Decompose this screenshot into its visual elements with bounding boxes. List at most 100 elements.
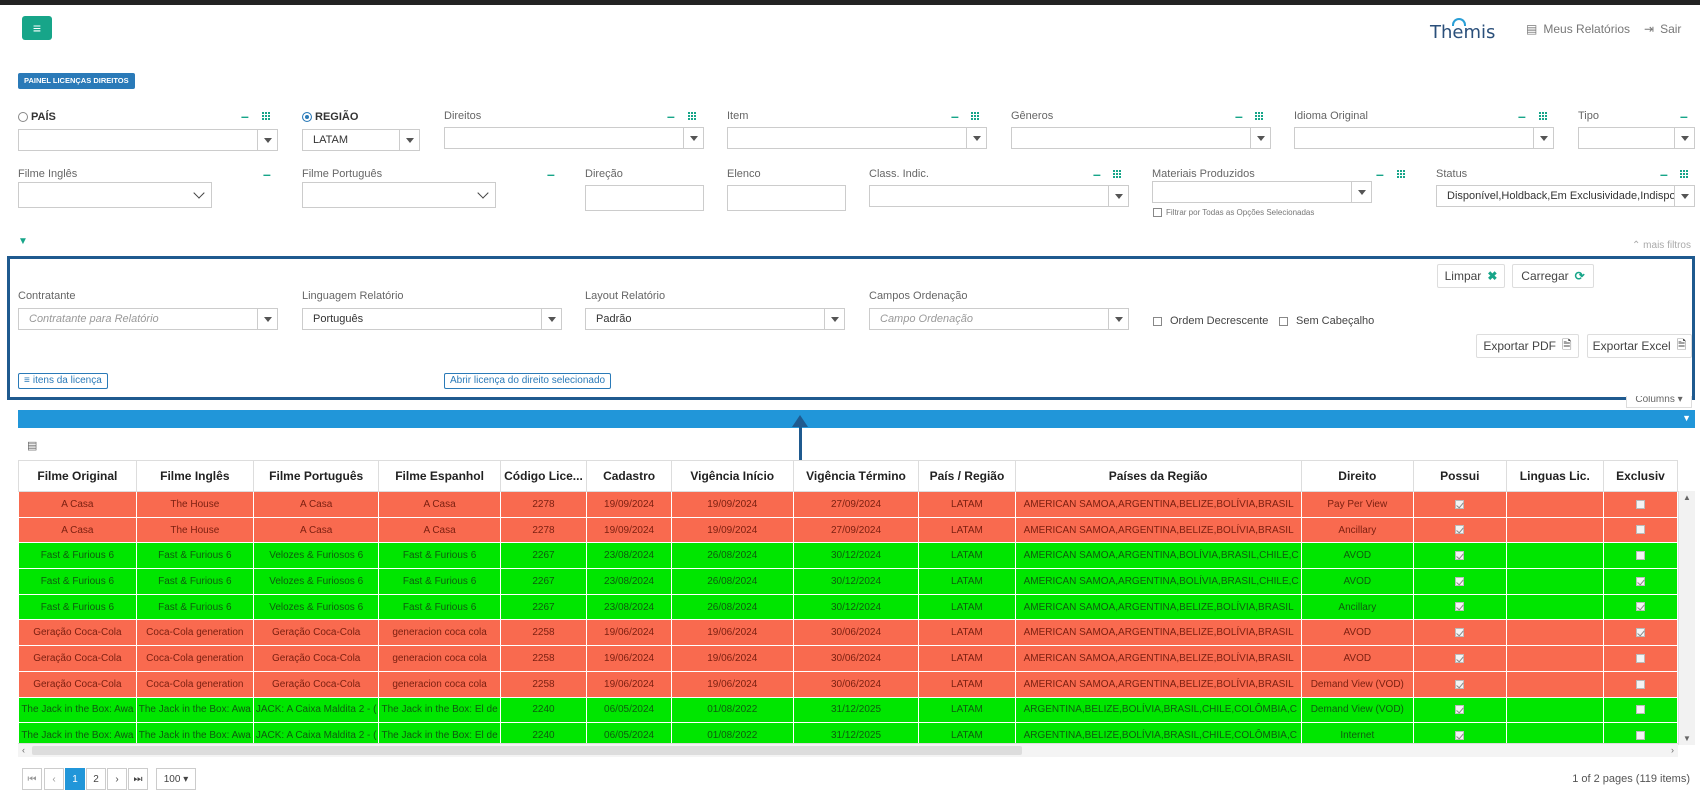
limpar-button[interactable]: Limpar ✖ [1437, 264, 1505, 288]
status-remove-icon[interactable]: – [1660, 166, 1668, 182]
caret-down-icon[interactable]: ▼ [1682, 413, 1691, 423]
class-indic-select[interactable] [869, 185, 1129, 207]
vertical-scrollbar[interactable]: ▲ ▼ [1678, 491, 1695, 745]
idioma-remove-icon[interactable]: – [1518, 108, 1526, 124]
possui-checkbox[interactable] [1455, 525, 1465, 535]
table-row[interactable]: Fast & Furious 6 Fast & Furious 6 Velozes … [18, 593, 1678, 621]
carregar-button[interactable]: Carregar ⟳ [1512, 264, 1594, 288]
column-header[interactable]: Vigência Término [792, 460, 920, 492]
possui-checkbox[interactable] [1455, 653, 1465, 663]
materiais-grid-icon[interactable] [1397, 170, 1406, 179]
column-header[interactable]: Filme Português [252, 460, 380, 492]
materiais-remove-icon[interactable]: – [1376, 166, 1384, 182]
last-page-button[interactable]: ⏭ [128, 768, 148, 790]
sem-cabecalho-checkbox[interactable]: Sem Cabeçalho [1279, 315, 1374, 327]
filme-portugues-select[interactable] [302, 182, 496, 208]
exclusiv-checkbox[interactable] [1635, 730, 1645, 740]
status-select[interactable]: Disponível,Holdback,Em Exclusividade,Ind… [1436, 185, 1695, 207]
item-select[interactable] [727, 127, 987, 149]
possui-checkbox[interactable] [1455, 602, 1465, 612]
column-header[interactable]: Linguas Lic. [1505, 460, 1604, 492]
idioma-select[interactable] [1294, 127, 1554, 149]
possui-checkbox[interactable] [1455, 551, 1465, 561]
regiao-select[interactable]: LATAM [302, 129, 420, 151]
contratante-select[interactable]: Contratante para Relatório [18, 308, 278, 330]
exclusiv-checkbox[interactable] [1635, 551, 1645, 561]
pais-remove-icon[interactable]: – [241, 108, 249, 124]
regiao-radio[interactable]: REGIÃO [302, 111, 358, 123]
tipo-remove-icon[interactable]: – [1680, 108, 1688, 124]
elenco-input[interactable] [727, 185, 846, 211]
linguagem-select[interactable]: Português [302, 308, 562, 330]
possui-checkbox[interactable] [1455, 576, 1465, 586]
columns-button[interactable]: Columns ▾ [1626, 396, 1692, 408]
possui-checkbox[interactable] [1455, 628, 1465, 638]
exportar-pdf-button[interactable]: Exportar PDF 🗎 [1476, 334, 1579, 358]
column-header[interactable]: Filme Inglês [135, 460, 254, 492]
prev-page-button[interactable]: ‹ [44, 768, 64, 790]
direitos-select[interactable] [444, 127, 704, 149]
generos-select[interactable] [1011, 127, 1271, 149]
exclusiv-checkbox[interactable] [1635, 499, 1645, 509]
table-row[interactable]: The Jack in the Box: Awa The Jack in the … [18, 696, 1678, 724]
exclusiv-checkbox[interactable] [1635, 628, 1645, 638]
item-grid-icon[interactable] [971, 112, 980, 121]
exclusiv-checkbox[interactable] [1635, 525, 1645, 535]
layout-select[interactable]: Padrão [585, 308, 845, 330]
abrir-licenca-button[interactable]: Abrir licença do direito selecionado [444, 373, 612, 389]
table-row[interactable]: A Casa The House A Casa A Casa 2278 19/09/202… [18, 516, 1678, 544]
direcao-input[interactable] [585, 185, 704, 211]
possui-checkbox[interactable] [1455, 705, 1465, 715]
column-header[interactable]: Exclusiv [1602, 460, 1678, 492]
column-header[interactable]: Código Lice... [499, 460, 588, 492]
table-row[interactable]: Fast & Furious 6 Fast & Furious 6 Velozes … [18, 568, 1678, 595]
possui-checkbox[interactable] [1455, 499, 1465, 509]
column-header[interactable]: País / Região [918, 460, 1016, 492]
first-page-button[interactable]: ⏮ [22, 768, 42, 790]
menu-button[interactable]: ≡ [22, 16, 52, 40]
table-row[interactable]: Geração Coca-Cola Coca-Cola generation Ger… [18, 619, 1678, 647]
materiais-select[interactable] [1152, 181, 1372, 203]
filter-icon[interactable]: ▼ [18, 236, 28, 247]
filme-ingles-remove-icon[interactable]: – [263, 166, 271, 182]
excel-export-icon[interactable]: ▤ [27, 440, 38, 452]
table-row[interactable]: Geração Coca-Cola Coca-Cola generation Ger… [18, 645, 1678, 672]
pais-grid-icon[interactable] [262, 112, 271, 121]
table-row[interactable]: A Casa The House A Casa A Casa 2278 19/09/202… [18, 491, 1678, 518]
generos-remove-icon[interactable]: – [1235, 108, 1243, 124]
table-row[interactable]: The Jack in the Box: Awa The Jack in the … [18, 722, 1678, 743]
column-header[interactable]: Possui [1412, 460, 1507, 492]
column-header[interactable]: Direito [1300, 460, 1414, 492]
mais-filtros-link[interactable]: ⌃ mais filtros [1632, 240, 1691, 251]
tipo-select[interactable] [1578, 127, 1695, 149]
column-header[interactable]: Países da Região [1014, 460, 1302, 492]
itens-licenca-button[interactable]: ≡ itens da licença [18, 373, 108, 389]
page-2-button[interactable]: 2 [86, 768, 106, 790]
exclusiv-checkbox[interactable] [1635, 602, 1645, 612]
possui-checkbox[interactable] [1455, 679, 1465, 689]
sair-link[interactable]: ⇥ Sair [1644, 22, 1682, 36]
item-remove-icon[interactable]: – [951, 108, 959, 124]
column-header[interactable]: Vigência Início [670, 460, 794, 492]
possui-checkbox[interactable] [1455, 730, 1465, 740]
filme-portugues-remove-icon[interactable]: – [547, 166, 555, 182]
idioma-grid-icon[interactable] [1539, 112, 1548, 121]
generos-grid-icon[interactable] [1255, 112, 1264, 121]
page-size-select[interactable]: 100 ▾ [156, 768, 196, 790]
filme-ingles-select[interactable] [18, 182, 212, 208]
page-1-button[interactable]: 1 [65, 768, 85, 790]
exclusiv-checkbox[interactable] [1635, 576, 1645, 586]
column-header[interactable]: Cadastro [586, 460, 672, 492]
class-indic-remove-icon[interactable]: – [1093, 166, 1101, 182]
table-row[interactable]: Geração Coca-Cola Coca-Cola generation Ger… [18, 670, 1678, 698]
pais-select[interactable] [18, 129, 278, 151]
filtrar-todas-checkbox[interactable]: Filtrar por Todas as Opções Selecionadas [1153, 208, 1314, 217]
meus-relatorios-link[interactable]: ▤ Meus Relatórios [1526, 22, 1631, 36]
exclusiv-checkbox[interactable] [1635, 679, 1645, 689]
exclusiv-checkbox[interactable] [1635, 705, 1645, 715]
direitos-remove-icon[interactable]: – [667, 108, 675, 124]
exclusiv-checkbox[interactable] [1635, 653, 1645, 663]
pais-radio[interactable]: PAÍS [18, 111, 56, 123]
campos-select[interactable]: Campo Ordenação [869, 308, 1129, 330]
next-page-button[interactable]: › [107, 768, 127, 790]
